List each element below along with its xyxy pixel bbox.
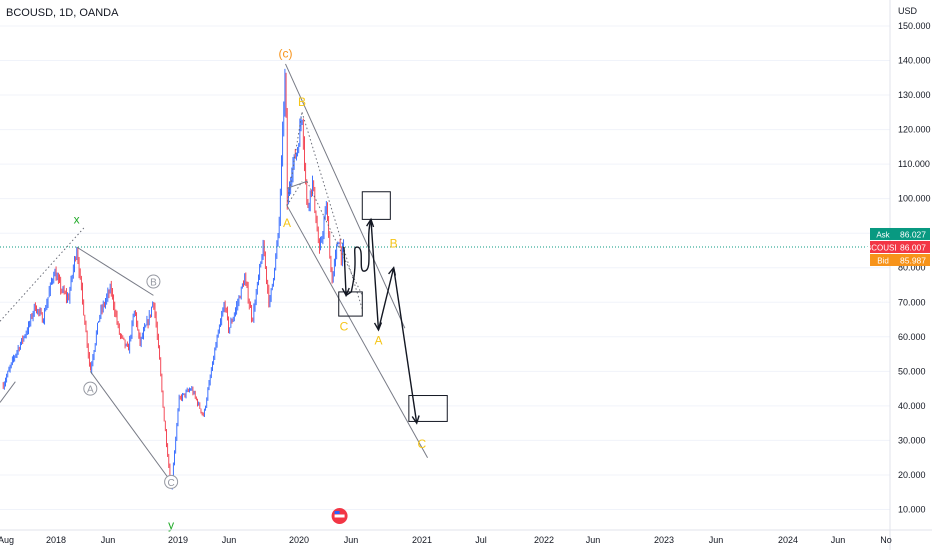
time-tick-label: 2021 [412,535,432,545]
price-tick-label: 20.000 [898,470,926,480]
price-tag-value: 85.987 [900,255,926,265]
time-tick-label: Jun [344,535,359,545]
price-tag-label: Ask [876,230,890,239]
wave-label: C [418,437,427,451]
price-tag-value: 86.027 [900,229,926,239]
time-tick-label: 2019 [168,535,188,545]
candles [2,68,345,490]
event-flag-canton [334,511,340,514]
price-tag-label: BCOUSD [866,243,900,252]
wave-label-circle [83,381,98,396]
trend-line [285,63,406,329]
arrow-head [388,266,397,276]
wave-label-circle [146,274,161,289]
time-tick-label: 2024 [778,535,798,545]
trend-line [0,381,16,403]
arrow-head [373,322,383,332]
price-tag-label-bg [870,253,896,266]
price-tick-label: 70.000 [898,297,926,307]
trend-line [306,181,363,296]
time-tick-label: Jul [475,535,487,545]
target-box [408,395,448,422]
price-tick-label: 50.000 [898,366,926,376]
price-tick-label: 150.000 [898,21,931,31]
trend-line [89,371,172,483]
time-tick-label: Jun [831,535,846,545]
wave-label: (c) [278,47,292,61]
time-tick-label: 2023 [654,535,674,545]
price-tag-value: 86.007 [900,242,926,252]
arrow-head [341,287,350,297]
price-tick-label: 100.000 [898,194,931,204]
price-tag-label: Bid [877,256,889,265]
event-flag-stripe [334,514,345,518]
wave-label-circle [164,474,179,489]
time-tick-label: Jun [222,535,237,545]
price-tag-value-bg [896,227,930,240]
time-tick-label: Jun [586,535,601,545]
trend-line [286,205,428,458]
price-tag-value-bg [896,240,930,253]
currency-label: USD [898,6,918,16]
wave-label: A [283,216,291,230]
time-tick-label: Aug [0,535,14,545]
price-tag-label-bg [870,227,896,240]
time-tick-label: 2020 [289,535,309,545]
price-tag-label-bg [870,240,896,253]
wave-label: x [74,212,80,226]
price-tick-label: 30.000 [898,435,926,445]
wave-label: B [298,95,306,109]
price-tag-value-bg [896,253,930,266]
arrow-head [411,415,420,425]
target-box [361,191,391,220]
trend-line [0,227,85,322]
arrow-head [366,217,375,228]
trend-line [286,180,308,189]
wave-label: B [150,278,157,289]
trend-line [76,246,154,296]
wave-label: A [374,333,382,347]
time-tick-label: No [880,535,892,545]
wave-label: C [168,478,175,489]
wave-label: y [168,518,174,532]
price-tick-label: 130.000 [898,90,931,100]
time-tick-label: Jun [709,535,724,545]
symbol-label: BCOUSD, 1D, OANDA [6,7,119,19]
price-tick-label: 10.000 [898,505,926,515]
price-tick-label: 40.000 [898,401,926,411]
wave-label: B [390,237,398,251]
price-tick-label: 120.000 [898,125,931,135]
time-tick-label: Jun [101,535,116,545]
time-tick-label: 2018 [46,535,66,545]
price-tick-label: 80.000 [898,263,926,273]
wave-label: A [87,385,94,396]
time-tick-label: 2022 [534,535,554,545]
projection-path [343,219,418,424]
trend-line [286,181,303,206]
price-tick-label: 60.000 [898,332,926,342]
price-tick-label: 110.000 [898,159,930,169]
wave-label: C [340,319,349,333]
price-tick-label: 140.000 [898,56,931,66]
